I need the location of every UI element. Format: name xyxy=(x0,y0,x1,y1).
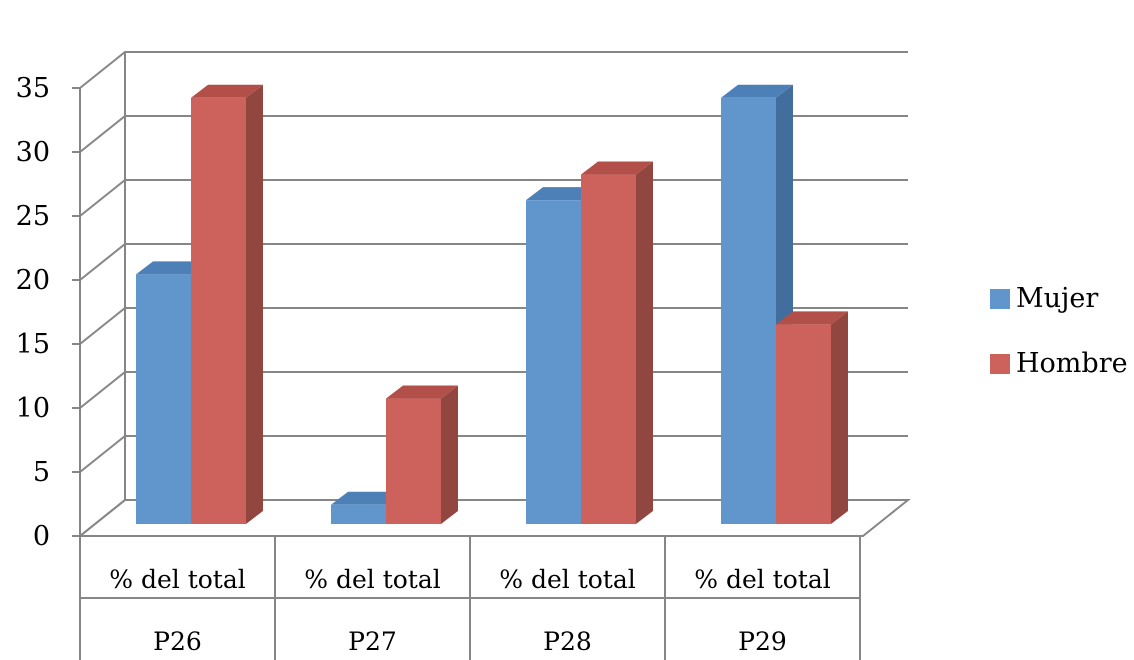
bar-side-face xyxy=(831,311,848,524)
bar-top-face xyxy=(721,84,793,98)
x-category-label: P27 xyxy=(348,627,397,656)
bar-front-face xyxy=(581,174,636,524)
x-category-label: P29 xyxy=(738,627,787,656)
bar-hombre-p29 xyxy=(776,311,848,524)
y-tick-label: 10 xyxy=(16,393,50,424)
legend-swatch xyxy=(990,289,1010,309)
legend-item-hombre: Hombre xyxy=(990,348,1128,379)
y-tick-label: 30 xyxy=(16,137,50,168)
y-tick-label: 35 xyxy=(16,73,50,104)
bar-top-face xyxy=(386,385,458,399)
bar-front-face xyxy=(136,274,191,524)
bar-side-face xyxy=(246,84,263,524)
legend-label: Hombre xyxy=(1016,348,1128,379)
bar-hombre-p28 xyxy=(581,161,653,524)
x-category-label: P26 xyxy=(153,627,202,656)
x-category-label: P28 xyxy=(543,627,592,656)
y-tick-label: 0 xyxy=(33,521,50,552)
y-tick-label: 15 xyxy=(16,329,50,360)
bar-front-face xyxy=(386,398,441,524)
bars-layer xyxy=(136,84,848,524)
bar-hombre-p26 xyxy=(191,84,263,524)
bar-top-face xyxy=(331,491,403,505)
gridline xyxy=(79,51,908,89)
bar-front-face xyxy=(331,504,386,524)
legend: Mujer Hombre xyxy=(990,283,1128,379)
bar-top-face xyxy=(191,84,263,98)
bar-top-face xyxy=(136,261,208,275)
legend-swatch xyxy=(990,354,1010,374)
bar-front-face xyxy=(776,324,831,524)
y-tick-label: 20 xyxy=(16,265,50,296)
bar-side-face xyxy=(636,161,653,524)
bar-top-face xyxy=(776,311,848,325)
axis-layer: 0 5 10 15 20 25 30 35 % del total P26 % del total P… xyxy=(16,73,861,660)
x-subcategory-label: % del total xyxy=(694,565,831,594)
x-subcategory-label: % del total xyxy=(304,565,441,594)
bar-side-face xyxy=(441,385,458,524)
y-tick-label: 25 xyxy=(16,201,50,232)
x-subcategory-label: % del total xyxy=(109,565,246,594)
bar-mujer-p29 xyxy=(721,84,793,524)
chart-floor xyxy=(77,499,911,537)
y-tick-label: 5 xyxy=(33,457,50,488)
bar-hombre-p27 xyxy=(386,385,458,524)
x-subcategory-label: % del total xyxy=(499,565,636,594)
legend-label: Mujer xyxy=(1016,283,1098,314)
legend-item-mujer: Mujer xyxy=(990,283,1098,314)
gridline xyxy=(79,115,908,153)
bar-front-face xyxy=(191,97,246,524)
bar-front-face xyxy=(721,97,776,524)
bar-top-face xyxy=(581,161,653,175)
bar-top-face xyxy=(526,187,598,201)
bar-front-face xyxy=(526,200,581,524)
grid-layer xyxy=(77,51,911,537)
